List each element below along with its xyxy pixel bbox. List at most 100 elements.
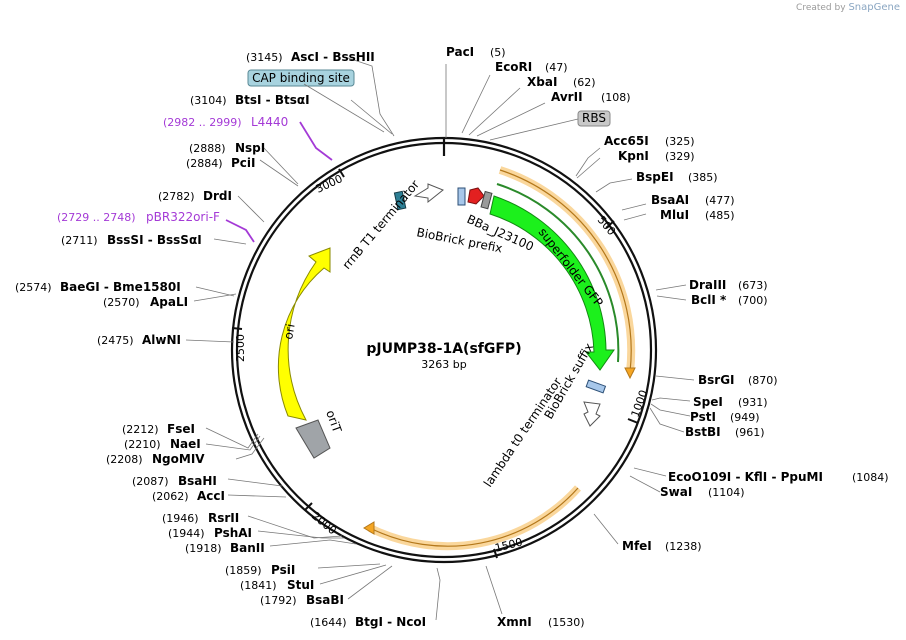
primer-l4440[interactable]: (2982 .. 2999) L4440 [163, 115, 288, 129]
site-avrii[interactable]: AvrII (108) [551, 90, 631, 104]
site-bspei[interactable]: BspEI (385) [636, 170, 718, 184]
site-xmni-name: XmnI [497, 615, 532, 629]
primer-pbr322ori-name: pBR322ori-F [146, 210, 220, 224]
primer-pbr322ori-position: (2729 .. 2748) [57, 211, 136, 224]
site-btsi[interactable]: (3104) BtsI - BtsαI [190, 93, 310, 107]
site-bsaai-position: (477) [705, 194, 735, 207]
site-eco0109i[interactable]: EcoO109I - KflI - PpuMI (1084) [668, 470, 889, 484]
site-banii[interactable]: (1918) BanII [185, 541, 265, 555]
site-paci[interactable]: PacI (5) [446, 45, 506, 59]
site-fsei-position: (2212) [122, 423, 159, 436]
site-bsahi[interactable]: (2087) BsaHI [132, 474, 217, 488]
rbs-box [577, 110, 611, 127]
site-pshai[interactable]: (1944) PshAI [168, 526, 252, 540]
site-acci[interactable]: (2062) AccI [152, 489, 225, 503]
site-baegi[interactable]: (2574) BaeGI - Bme1580I [15, 280, 181, 294]
site-ecori-position: (47) [545, 61, 568, 74]
site-btsi-name: BtsI - BtsαI [235, 93, 310, 107]
site-asci[interactable]: (3145) AscI - BssHII [246, 50, 375, 64]
site-draiii[interactable]: DraIII (673) [689, 278, 768, 292]
site-bcli-position: (700) [738, 294, 768, 307]
site-drdi[interactable]: (2782) DrdI [158, 189, 232, 203]
site-psii-name: PsiI [271, 563, 295, 577]
tick-500-mark [605, 220, 615, 229]
site-btgi-ncoi[interactable]: (1644) BtgI - NcoI [310, 615, 426, 629]
cap-box [247, 69, 355, 87]
site-ecori-name: EcoRI [495, 60, 532, 74]
primer-pbr322ori[interactable]: (2729 .. 2748) pBR322ori-F [57, 210, 220, 224]
biobrick-prefix-box [457, 187, 466, 206]
rrnb-label: rrnB T1 terminator [340, 177, 423, 272]
site-xmni-position: (1530) [548, 616, 585, 629]
tick-2500-mark [231, 327, 243, 330]
site-fsei[interactable]: (2212) FseI [122, 422, 195, 436]
site-mlui-name: MluI [660, 208, 689, 222]
site-paci-name: PacI [446, 45, 474, 59]
site-xbai-name: XbaI [527, 75, 557, 89]
site-ecori[interactable]: EcoRI (47) [495, 60, 568, 74]
site-rsrii[interactable]: (1946) RsrII [162, 511, 239, 525]
site-psti[interactable]: PstI (949) [690, 410, 760, 424]
tick-2500-label: 2500 [234, 334, 247, 362]
site-draiii-name: DraIII [689, 278, 726, 292]
site-xmni[interactable]: XmnI (1530) [497, 615, 585, 629]
site-stui[interactable]: (1841) StuI [240, 578, 314, 592]
ori-feature [277, 247, 331, 421]
biobrick-suffix-box [585, 379, 607, 394]
site-btgi-ncoi-position: (1644) [310, 616, 347, 629]
site-pshai-name: PshAI [214, 526, 252, 540]
tick-1500-mark [493, 548, 498, 559]
site-kpni-position: (329) [665, 150, 695, 163]
site-bsrgi[interactable]: BsrGI (870) [698, 373, 778, 387]
site-eco0109i-position: (1084) [852, 471, 889, 484]
site-apali[interactable]: (2570) ApaLI [103, 295, 188, 309]
site-banii-position: (1918) [185, 542, 222, 555]
site-avrii-name: AvrII [551, 90, 583, 104]
site-eco0109i-name: EcoO109I - KflI - PpuMI [668, 470, 823, 484]
cap-label: CAP binding site [252, 71, 350, 85]
site-alwni[interactable]: (2475) AlwNI [97, 333, 181, 347]
site-ngomiv-position: (2208) [106, 453, 143, 466]
site-mfei[interactable]: MfeI (1238) [622, 539, 702, 553]
site-rsrii-position: (1946) [162, 512, 199, 525]
site-bstbi-name: BstBI [685, 425, 721, 439]
orf-arc-bottom [368, 485, 581, 551]
site-bsssi-name: BssSI - BssSαI [107, 233, 202, 247]
rrnb-box [393, 190, 407, 211]
lambda-label: lambda t0 terminator [481, 375, 565, 490]
site-btsi-position: (3104) [190, 94, 227, 107]
site-xbai-position: (62) [573, 76, 596, 89]
site-bcli-name: BclI * [691, 293, 727, 307]
site-acc65i[interactable]: Acc65I (325) [604, 134, 695, 148]
site-kpni[interactable]: KpnI (329) [618, 149, 695, 163]
site-bsaai[interactable]: BsaAI (477) [651, 193, 735, 207]
site-psii[interactable]: (1859) PsiI [225, 563, 295, 577]
site-pcii[interactable]: (2884) PciI [186, 156, 256, 170]
site-mlui[interactable]: MluI (485) [660, 208, 735, 222]
orf-arrow-gfp [624, 367, 636, 380]
rrnb-arrow [413, 183, 444, 204]
orit-label: oriT [323, 408, 344, 435]
site-ngomiv[interactable]: (2208) NgoMIV [106, 452, 205, 466]
site-naei[interactable]: (2210) NaeI [124, 437, 201, 451]
site-spei[interactable]: SpeI (931) [693, 395, 768, 409]
site-swai[interactable]: SwaI (1104) [660, 485, 745, 499]
site-bsrgi-position: (870) [748, 374, 778, 387]
site-bsabi[interactable]: (1792) BsaBI [260, 593, 344, 607]
orf-arrow-bottom [363, 521, 375, 535]
leader-lines [185, 57, 695, 621]
tick-3000-mark [338, 168, 345, 178]
tick-2000-mark [304, 502, 313, 511]
site-nspi[interactable]: (2888) NspI [189, 141, 265, 155]
plasmid-size: 3263 bp [421, 358, 466, 371]
orf-arc-bottom-line [369, 487, 579, 547]
site-spei-position: (931) [738, 396, 768, 409]
site-xbai[interactable]: XbaI (62) [527, 75, 596, 89]
site-drdi-name: DrdI [203, 189, 232, 203]
site-bsssi[interactable]: (2711) BssSI - BssSαI [61, 233, 202, 247]
site-bspei-name: BspEI [636, 170, 674, 184]
site-bsaai-name: BsaAI [651, 193, 689, 207]
site-bcli[interactable]: BclI * (700) [691, 293, 768, 307]
site-naei-name: NaeI [170, 437, 201, 451]
site-bstbi[interactable]: BstBI (961) [685, 425, 765, 439]
